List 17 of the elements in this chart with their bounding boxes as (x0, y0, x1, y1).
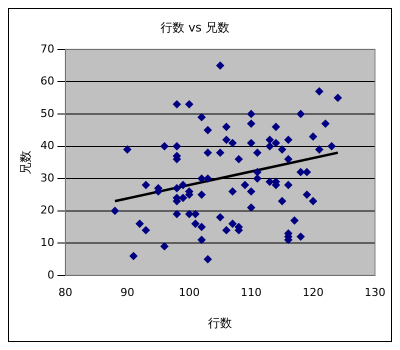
chart-title: 行数 vs 兄数 (160, 20, 230, 34)
x-tick-label: 130 (364, 286, 386, 299)
y-tick-label: 30 (40, 171, 54, 184)
y-axis-title: 兄数 (18, 150, 32, 174)
x-tick-label: 80 (58, 286, 72, 299)
y-tick-label: 60 (40, 74, 54, 88)
x-tick-label: 100 (178, 286, 200, 299)
y-tick-label: 10 (40, 236, 54, 249)
y-tick-label: 70 (40, 42, 54, 56)
y-tick-label: 20 (40, 204, 54, 217)
x-tick-label: 90 (120, 286, 134, 299)
x-tick-label: 110 (240, 286, 262, 299)
y-tick-label: 50 (40, 106, 54, 120)
y-tick-label: 0 (47, 268, 54, 282)
x-axis-title: 行数 (208, 316, 232, 330)
y-tick-label: 40 (40, 139, 54, 152)
x-tick-label: 120 (302, 286, 324, 299)
